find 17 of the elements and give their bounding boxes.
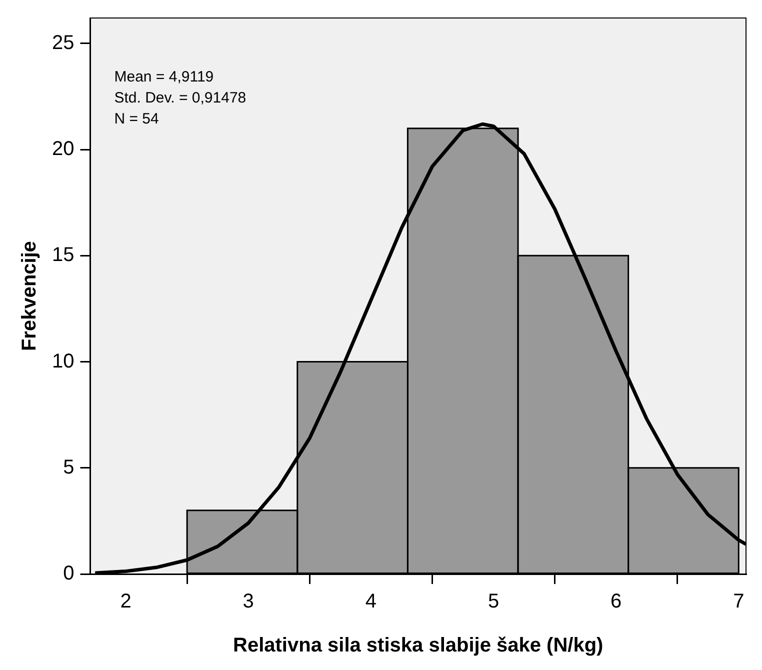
y-tick-label: 10 [52,350,74,372]
x-tick-label: 4 [365,590,376,613]
x-tick-label: 3 [242,590,254,613]
annotation: Std. Dev. = 0,91478 [114,90,246,107]
x-tick-label: 5 [488,590,500,613]
x-tick-label: 7 [733,590,744,613]
annotation: Mean = 4,9119 [114,68,214,86]
x-tick-label: 2 [120,590,132,613]
y-axis-title: Frekvencije [18,240,41,352]
y-tick-label: 25 [52,32,74,54]
annotation: N = 54 [114,110,159,128]
x-axis-title: Relativna sila stiska slabije šake (N/kg) [233,634,604,657]
y-tick-label: 20 [52,138,74,160]
y-tick-label: 5 [63,456,74,478]
x-tick-label: 6 [610,590,622,613]
y-tick-label: 0 [63,562,74,585]
y-tick-label: 15 [52,244,74,266]
